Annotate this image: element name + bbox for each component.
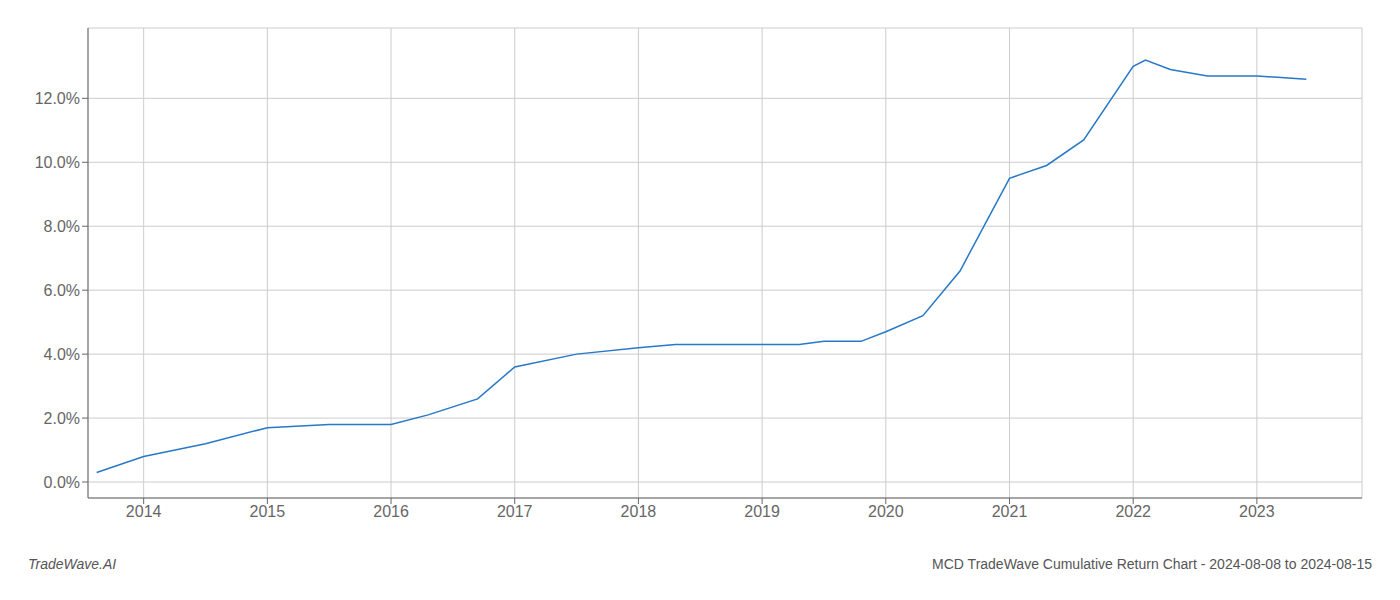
html-text:TradeWave.AI: TradeWave.AI xyxy=(28,556,117,572)
svg-text:4.0%: 4.0% xyxy=(44,346,80,363)
svg-text:2014: 2014 xyxy=(126,503,162,520)
svg-text:2016: 2016 xyxy=(373,503,409,520)
svg-text:8.0%: 8.0% xyxy=(44,218,80,235)
svg-text:2015: 2015 xyxy=(250,503,286,520)
svg-text:2017: 2017 xyxy=(497,503,533,520)
html-text:MCD TradeWave Cumulative Retur: MCD TradeWave Cumulative Return Chart - … xyxy=(932,556,1372,572)
svg-text:0.0%: 0.0% xyxy=(44,474,80,491)
svg-text:2023: 2023 xyxy=(1239,503,1275,520)
svg-text:10.0%: 10.0% xyxy=(35,154,80,171)
svg-text:2020: 2020 xyxy=(868,503,904,520)
svg-text:2022: 2022 xyxy=(1115,503,1151,520)
svg-text:2.0%: 2.0% xyxy=(44,410,80,427)
svg-text:6.0%: 6.0% xyxy=(44,282,80,299)
svg-text:2019: 2019 xyxy=(744,503,780,520)
svg-text:12.0%: 12.0% xyxy=(35,90,80,107)
svg-text:2021: 2021 xyxy=(992,503,1028,520)
svg-text:2018: 2018 xyxy=(621,503,657,520)
